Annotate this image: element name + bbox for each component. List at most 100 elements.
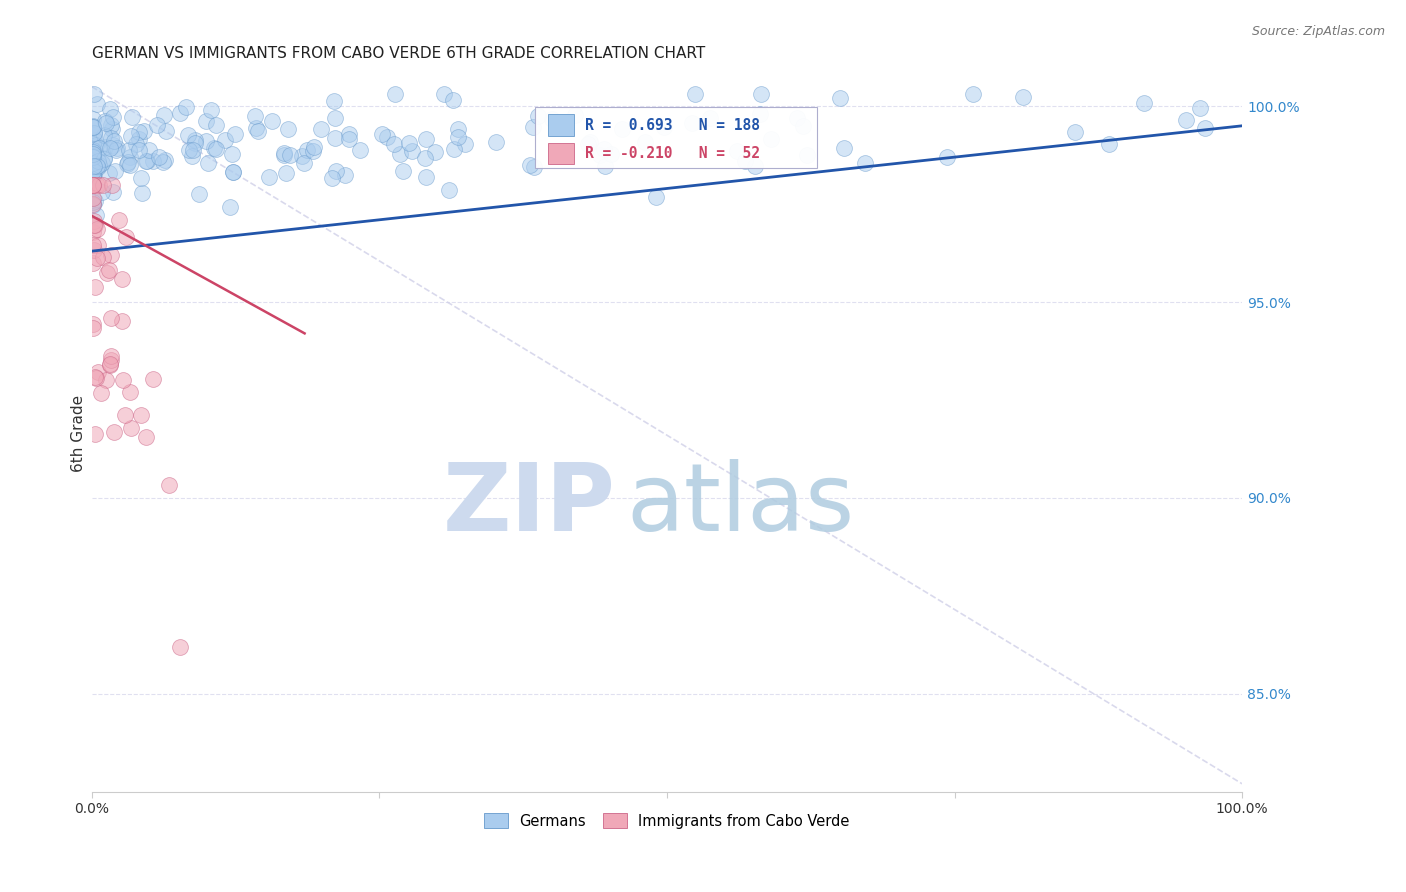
Point <box>84 208 107 222</box>
Point <box>83 280 105 294</box>
Point <box>423 145 446 160</box>
Point <box>82 156 104 170</box>
Point <box>90 386 112 401</box>
Point <box>194 135 217 149</box>
Point <box>121 128 143 143</box>
Point <box>155 153 177 167</box>
Point <box>273 145 295 160</box>
Point <box>194 114 217 128</box>
Point <box>100 121 122 136</box>
Point <box>82 144 104 158</box>
Point <box>97 262 120 277</box>
Point <box>291 149 314 163</box>
Point <box>82 169 104 184</box>
Point <box>222 164 245 178</box>
Point <box>90 155 112 169</box>
Point <box>219 200 242 214</box>
Point <box>82 317 104 331</box>
Point <box>454 137 477 152</box>
Point <box>221 147 243 161</box>
Point <box>522 120 544 134</box>
Point <box>447 130 470 145</box>
Point <box>82 225 104 239</box>
Point <box>82 169 104 184</box>
Point <box>634 136 657 150</box>
Point <box>610 122 633 136</box>
Y-axis label: 6th Grade: 6th Grade <box>72 394 86 472</box>
Point <box>413 152 436 166</box>
Point <box>94 114 117 128</box>
Point <box>86 251 108 265</box>
Point <box>83 126 105 140</box>
Point <box>82 164 104 178</box>
Point <box>541 112 564 127</box>
Point <box>274 166 297 180</box>
Point <box>278 148 301 162</box>
Point <box>155 124 177 138</box>
Point <box>93 151 115 165</box>
Point <box>84 132 107 146</box>
Point <box>243 109 266 123</box>
Point <box>83 218 105 232</box>
Point <box>83 166 105 180</box>
Point <box>124 136 146 151</box>
Point <box>564 108 586 122</box>
Point <box>100 350 122 364</box>
Point <box>304 140 326 154</box>
Point <box>181 144 204 158</box>
Point <box>83 127 105 141</box>
Point <box>437 183 460 197</box>
Point <box>744 159 766 173</box>
Point <box>84 370 107 384</box>
Point <box>104 164 127 178</box>
Point <box>83 214 105 228</box>
Point <box>103 425 125 439</box>
Point <box>135 153 157 168</box>
Point <box>89 141 111 155</box>
Point <box>200 103 222 117</box>
Point <box>103 110 125 124</box>
Point <box>118 143 141 157</box>
Point <box>600 146 623 161</box>
FancyBboxPatch shape <box>534 107 817 168</box>
Point <box>699 112 721 126</box>
Point <box>129 171 152 186</box>
Point <box>652 120 675 134</box>
Point <box>792 120 814 134</box>
Point <box>108 212 131 227</box>
Point <box>129 408 152 422</box>
Point <box>94 140 117 154</box>
Point <box>82 256 104 270</box>
Point <box>84 194 107 208</box>
Point <box>98 357 121 371</box>
Point <box>94 116 117 130</box>
Point <box>214 133 236 147</box>
Point <box>82 321 104 335</box>
Point <box>121 110 143 124</box>
Point <box>100 310 122 325</box>
Point <box>93 152 115 166</box>
Point <box>734 154 756 169</box>
Point <box>188 186 211 201</box>
Point <box>1064 125 1087 139</box>
Point <box>82 120 104 135</box>
Point <box>401 144 423 158</box>
Point <box>82 153 104 168</box>
Point <box>128 143 150 157</box>
Point <box>1194 120 1216 135</box>
Point <box>86 138 108 153</box>
Point <box>169 105 191 120</box>
Point <box>579 135 602 149</box>
Point <box>128 132 150 146</box>
Point <box>576 136 599 151</box>
Point <box>105 143 128 157</box>
Point <box>321 171 343 186</box>
Point <box>114 408 136 422</box>
Text: R = -0.210   N =  52: R = -0.210 N = 52 <box>585 146 761 161</box>
Point <box>273 148 295 162</box>
Point <box>84 427 107 442</box>
Point <box>91 185 114 199</box>
Point <box>309 121 332 136</box>
Point <box>91 250 114 264</box>
Point <box>100 352 122 367</box>
